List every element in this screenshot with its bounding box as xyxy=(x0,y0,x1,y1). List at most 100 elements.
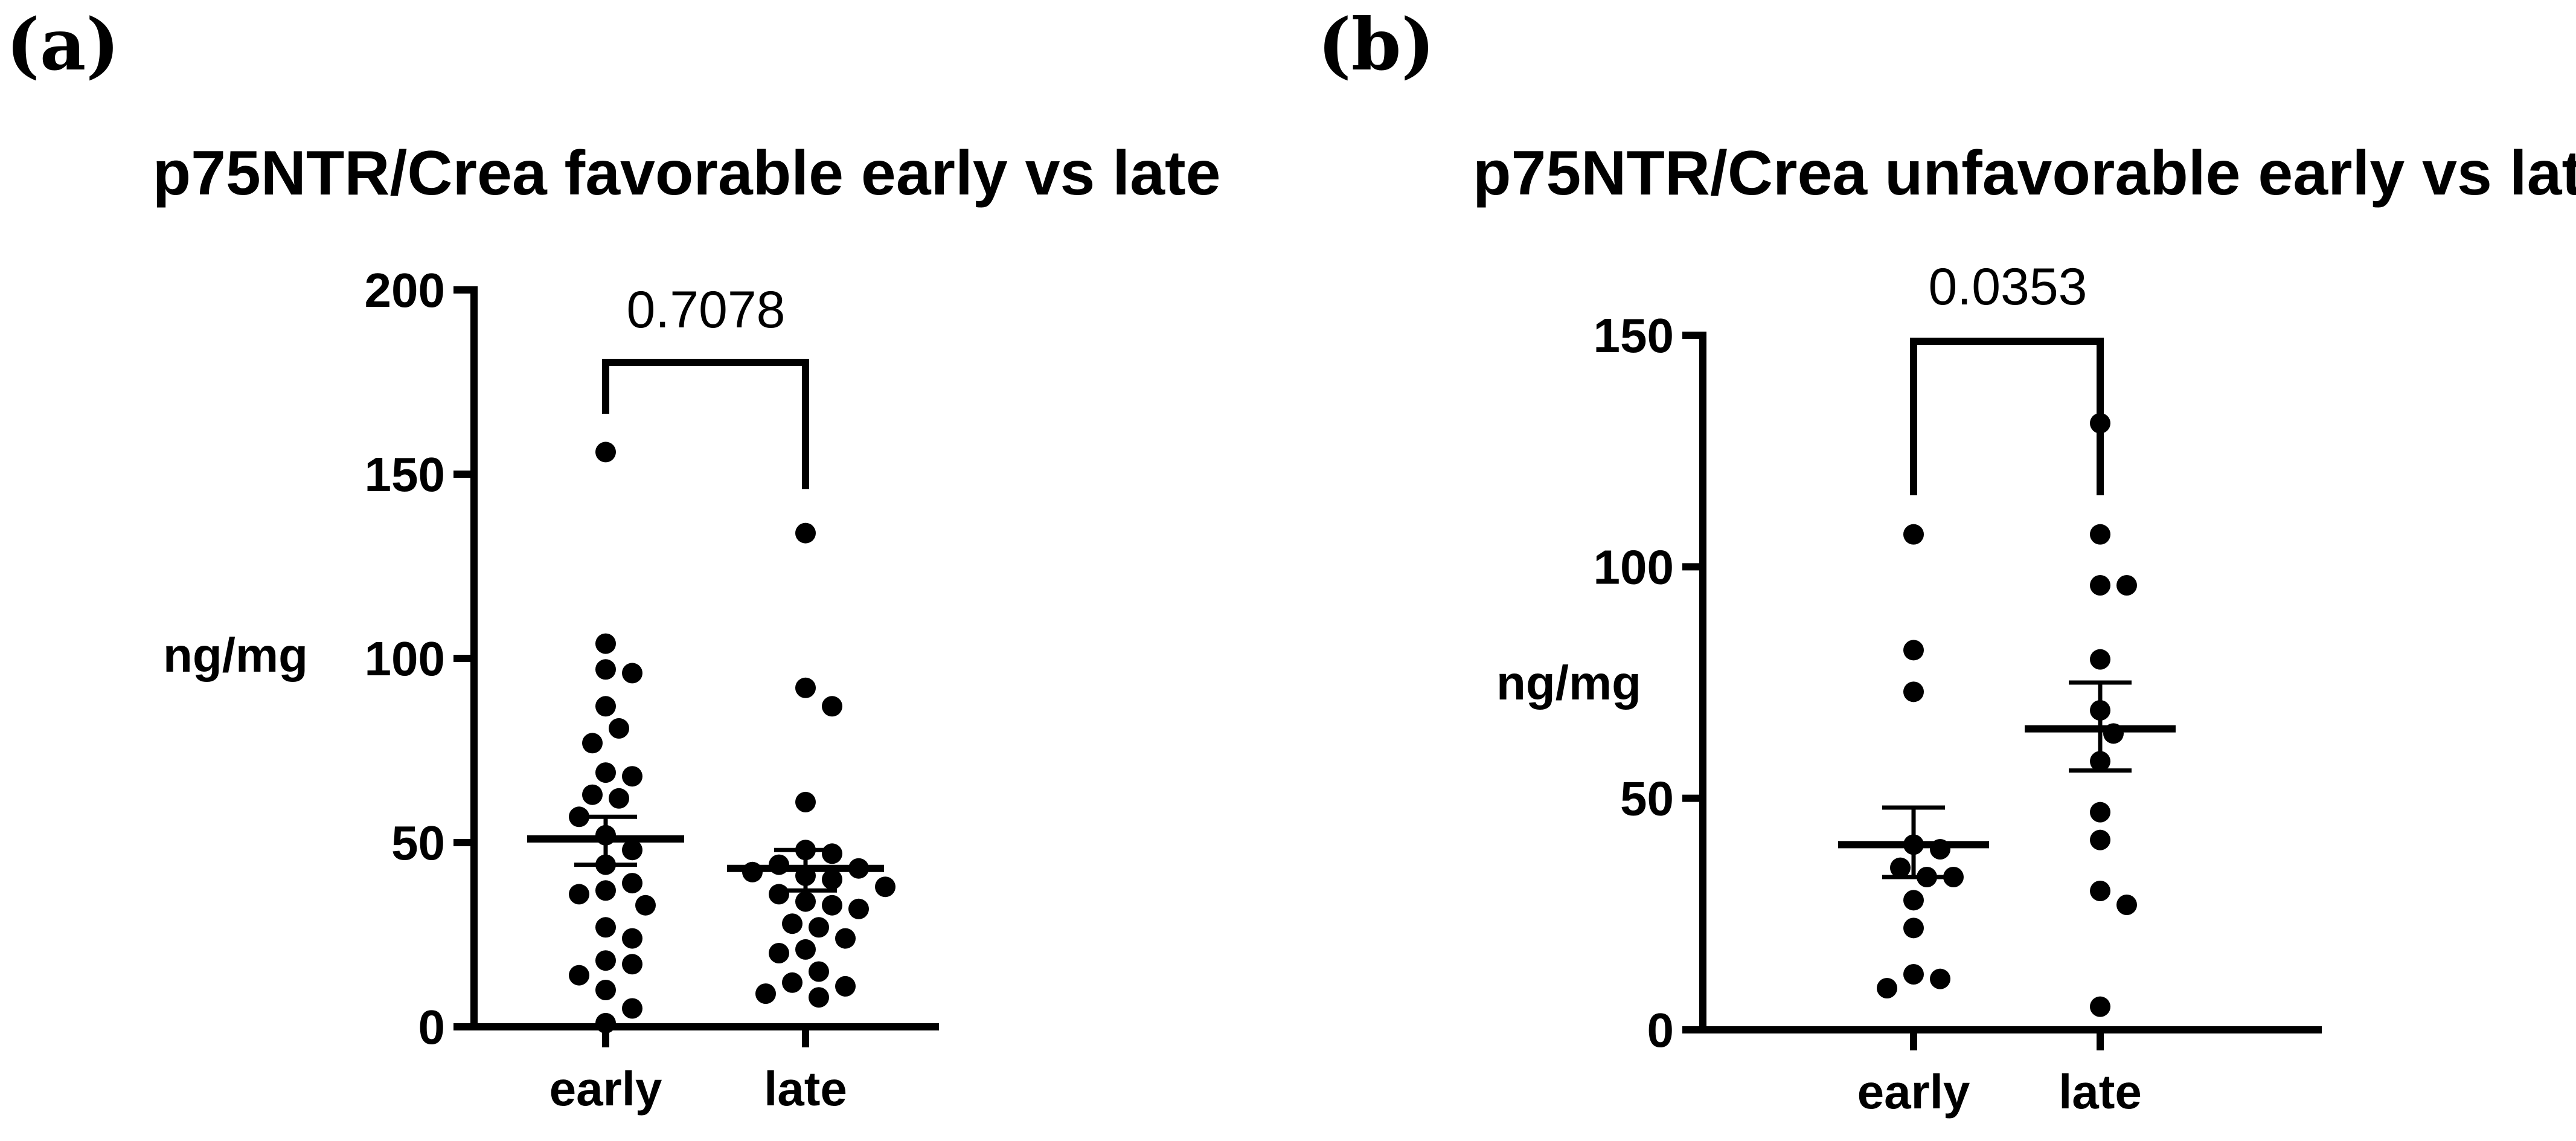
y-tick-label: 100 xyxy=(1594,540,1674,594)
data-point xyxy=(569,884,589,905)
data-point xyxy=(1877,978,1897,998)
y-tick-label: 100 xyxy=(365,632,445,686)
data-point xyxy=(2090,649,2110,670)
data-point xyxy=(769,943,789,963)
data-point xyxy=(595,633,616,654)
panel-a-label: (a) xyxy=(6,2,120,86)
data-point xyxy=(622,998,642,1019)
panel-b-points xyxy=(1877,413,2137,1017)
y-tick-label: 50 xyxy=(391,816,445,870)
data-point xyxy=(835,928,856,949)
data-point xyxy=(2090,524,2110,545)
panel-a-axes xyxy=(470,286,939,1030)
data-point xyxy=(1903,964,1924,985)
data-point xyxy=(595,880,616,901)
data-point xyxy=(782,972,803,993)
data-point xyxy=(595,980,616,1000)
data-point xyxy=(595,950,616,971)
panel-a-ticks: 0 50 100 150 200 xyxy=(365,263,809,1054)
data-point xyxy=(595,696,616,717)
data-point xyxy=(2090,881,2110,901)
panel-b-bracket xyxy=(1910,338,2104,495)
data-point xyxy=(622,840,642,861)
data-point xyxy=(569,965,589,986)
panel-b-ylabel: ng/mg xyxy=(1496,656,1641,710)
data-point xyxy=(595,762,616,783)
x-category-label: late xyxy=(764,1062,847,1116)
data-point xyxy=(809,961,829,982)
data-point xyxy=(822,895,842,916)
data-point xyxy=(2090,829,2110,850)
data-point xyxy=(835,975,856,997)
x-category-label: late xyxy=(2059,1065,2142,1119)
panel-a-x-labels: early late xyxy=(549,1062,847,1116)
data-point xyxy=(609,788,629,809)
data-point xyxy=(595,1012,616,1033)
data-point xyxy=(595,442,616,463)
panel-a: (a) p75NTR/Crea favorable early vs late … xyxy=(6,2,1220,1116)
data-point xyxy=(809,987,829,1008)
panel-b-label: (b) xyxy=(1318,2,1435,86)
data-point xyxy=(875,876,896,898)
significance-bracket xyxy=(1910,338,2104,495)
data-point xyxy=(782,913,803,934)
data-point xyxy=(1903,524,1924,545)
data-point xyxy=(622,873,642,894)
data-point xyxy=(1890,857,1911,878)
data-point xyxy=(622,766,642,787)
panel-a-stats xyxy=(527,814,884,893)
y-tick-label: 0 xyxy=(418,1000,446,1054)
y-tick-label: 0 xyxy=(1647,1003,1674,1057)
data-point xyxy=(1903,640,1924,661)
data-point xyxy=(582,784,603,805)
data-point xyxy=(2116,575,2137,596)
data-point xyxy=(809,917,829,938)
data-point xyxy=(595,917,616,938)
data-point xyxy=(2116,895,2137,915)
panel-b-x-labels: early late xyxy=(1857,1065,2142,1119)
panel-b-title: p75NTR/Crea unfavorable early vs late xyxy=(1473,138,2576,208)
panel-a-points xyxy=(569,442,896,1033)
data-point xyxy=(2090,802,2110,823)
data-point xyxy=(822,869,842,890)
data-point xyxy=(582,733,603,754)
data-point xyxy=(2090,575,2110,596)
data-point xyxy=(1903,890,1924,911)
data-point xyxy=(769,884,789,905)
y-tick-label: 50 xyxy=(1620,772,1674,826)
data-point xyxy=(622,954,642,975)
y-tick-label: 150 xyxy=(1594,309,1674,362)
data-point xyxy=(1903,681,1924,702)
panel-b-stats xyxy=(1838,680,2176,879)
panel-a-p-value: 0.7078 xyxy=(626,281,785,339)
data-point xyxy=(1903,918,1924,939)
y-tick-label: 150 xyxy=(365,448,445,501)
y-tick-label: 200 xyxy=(365,263,445,317)
data-point xyxy=(1930,968,1950,989)
data-point xyxy=(795,939,816,960)
data-point xyxy=(2090,413,2110,434)
panel-b-ticks: 0 50 100 150 xyxy=(1594,309,2104,1057)
data-point xyxy=(822,843,842,864)
panel-a-bracket xyxy=(602,359,809,489)
data-point xyxy=(622,928,642,949)
data-point xyxy=(755,983,776,1004)
data-point xyxy=(1943,867,1964,887)
data-point xyxy=(795,891,816,912)
data-point xyxy=(609,718,629,739)
x-category-label: early xyxy=(549,1062,662,1116)
data-point xyxy=(2090,996,2110,1017)
panel-a-title: p75NTR/Crea favorable early vs late xyxy=(153,138,1221,208)
data-point xyxy=(795,522,816,544)
data-point xyxy=(595,659,616,680)
panel-b-p-value: 0.0353 xyxy=(1928,258,2087,316)
data-point xyxy=(822,696,842,717)
data-point xyxy=(795,677,816,698)
panel-a-ylabel: ng/mg xyxy=(163,628,308,682)
data-point xyxy=(635,895,656,916)
x-category-label: early xyxy=(1857,1065,1970,1119)
panel-b: (b) p75NTR/Crea unfavorable early vs lat… xyxy=(1318,2,2576,1119)
data-point xyxy=(848,898,869,919)
data-point xyxy=(795,791,816,812)
